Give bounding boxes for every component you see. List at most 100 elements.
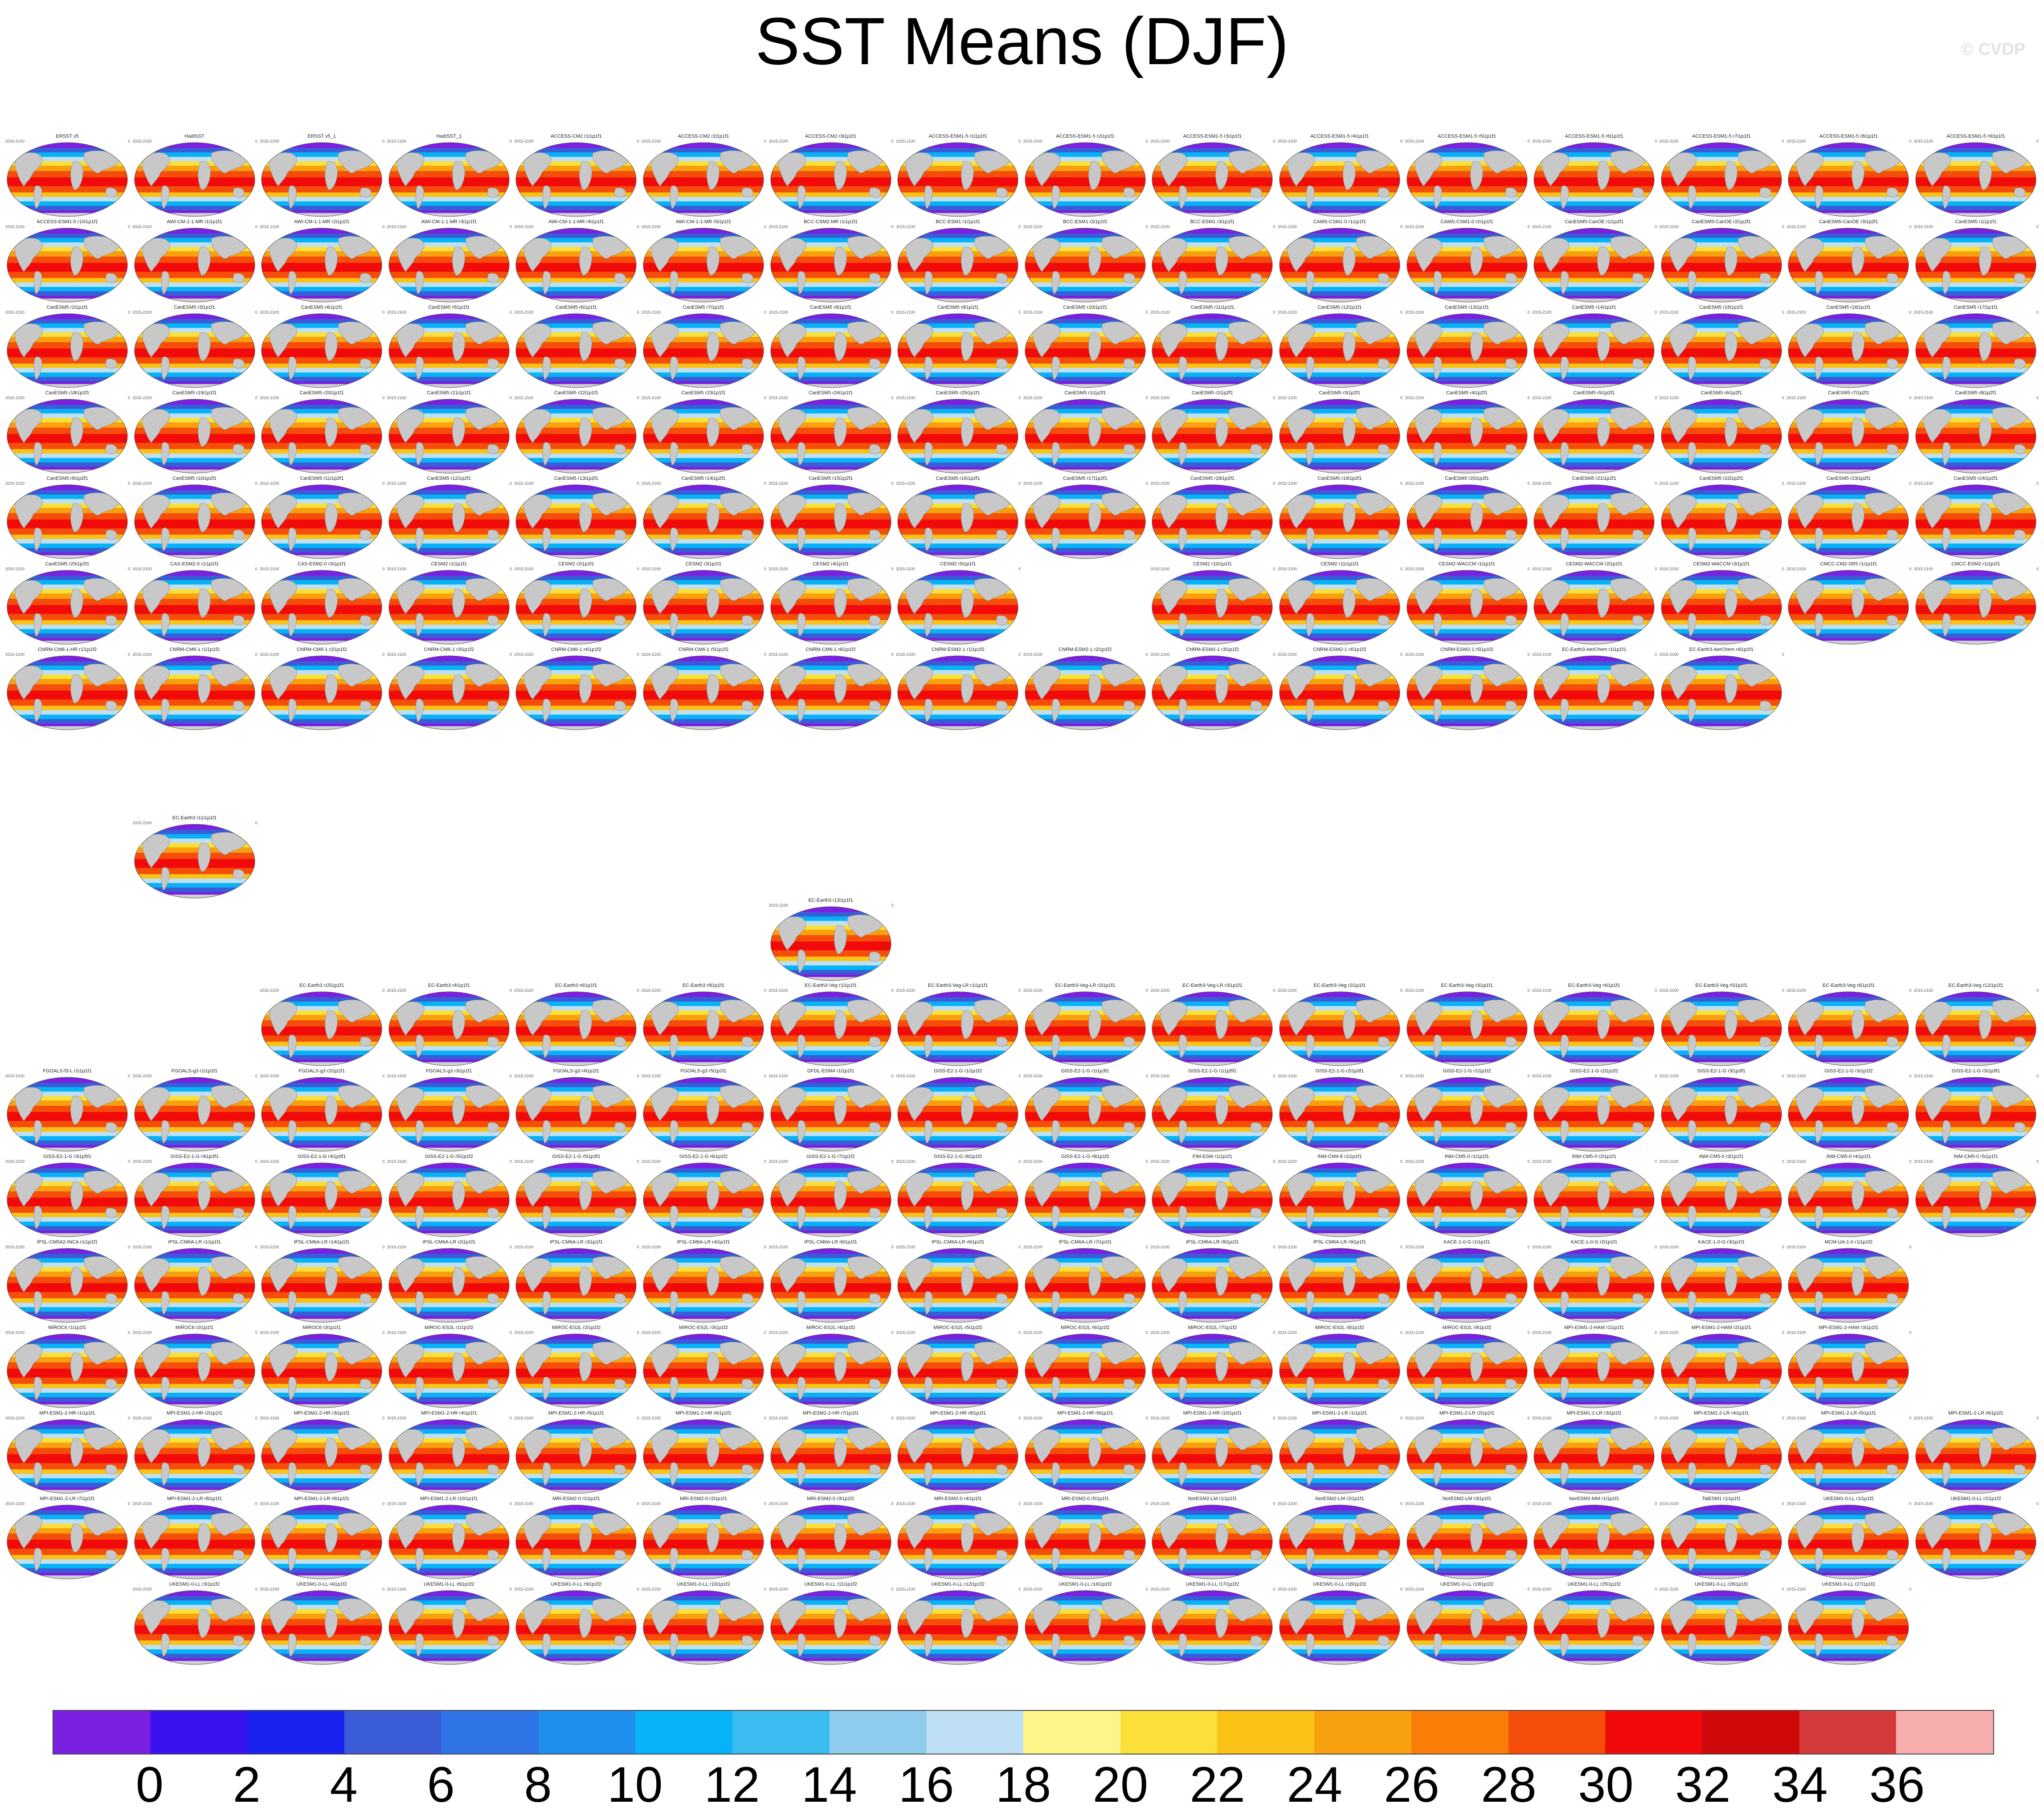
panel-years: 2015-2100 bbox=[1659, 1416, 1679, 1420]
colorbar-tick-label: 16 bbox=[898, 1757, 954, 1812]
panel-years: 2015-2100 bbox=[769, 652, 788, 657]
sst-map bbox=[388, 570, 510, 645]
panel-years: 2015-2100 bbox=[769, 1416, 788, 1420]
sst-map-panel: CanESM5 r18i1p2f1 2015-2100 0 bbox=[1149, 476, 1276, 560]
sst-map bbox=[643, 1077, 764, 1152]
sst-map-panel: ACCESS-CM2 r1i1p1f1 2015-2100 0 bbox=[512, 134, 640, 218]
panel-years: 2015-2100 bbox=[642, 652, 661, 657]
panel-title: UKESM1-0-LL r27i1p1f2 bbox=[1822, 1582, 1876, 1587]
sst-map-panel: ACCESS-ESM1-5 r2i1p1f1 2015-2100 0 bbox=[1022, 134, 1149, 218]
sst-map bbox=[261, 484, 382, 559]
sst-map bbox=[261, 1590, 382, 1665]
panel-title: CESM2 r5i1p1f1 bbox=[940, 561, 976, 567]
sst-map bbox=[134, 313, 255, 388]
panel-value: 0 bbox=[509, 1074, 512, 1078]
panel-years: 2015-2100 bbox=[514, 481, 534, 486]
panel-years: 2015-2100 bbox=[260, 1074, 279, 1078]
panel-value: 0 bbox=[127, 567, 130, 571]
panel-years: 2015-2100 bbox=[5, 225, 25, 229]
panel-value: 0 bbox=[1400, 652, 1402, 657]
panel-value: 0 bbox=[637, 1501, 639, 1506]
panel-years: 2015-2100 bbox=[1278, 225, 1297, 229]
sst-map-panel: CAMS-CSM1-0 r2i1p1f1 2015-2100 0 bbox=[1403, 219, 1531, 304]
panel-value: 0 bbox=[764, 396, 766, 400]
panel-value: 0 bbox=[509, 310, 512, 315]
panel-title: MIROC6 r2i1p1f1 bbox=[175, 1325, 214, 1330]
panel-value: 0 bbox=[1655, 567, 1657, 571]
sst-map bbox=[1406, 399, 1528, 474]
panel-value: 0 bbox=[1400, 1159, 1402, 1164]
sst-map-panel: CanESM5 r4i1p1f1 2015-2100 0 bbox=[258, 305, 385, 389]
sst-map bbox=[770, 1419, 891, 1494]
sst-map-panel: CNRM-CM6-1 r4i1p1f2 2015-2100 0 bbox=[512, 647, 640, 732]
panel-title: MPI-ESM1-2-LR r4i1p1f1 bbox=[1694, 1411, 1749, 1416]
sst-map bbox=[261, 1248, 382, 1323]
sst-map-panel: CESM2-WACCM r2i1p1f1 2015-2100 0 bbox=[1530, 561, 1658, 646]
panel-years: 2015-2100 bbox=[1532, 481, 1552, 486]
panel-title: CanESM5 r10i1p2f1 bbox=[172, 476, 217, 481]
panel-value: 0 bbox=[1400, 1074, 1402, 1078]
sst-map-panel: MIROC6 r1i1p1f1 2015-2100 0 bbox=[4, 1325, 131, 1410]
panel-value: 0 bbox=[255, 481, 258, 486]
panel-years: 2015-2100 bbox=[1532, 225, 1552, 229]
panel-title: GISS-E2-1-G r6i1p1f2 bbox=[679, 1154, 728, 1159]
panel-years: 2015-2100 bbox=[260, 988, 279, 993]
panel-title: MPI-ESM1-2-LR r7i1p1f1 bbox=[40, 1496, 95, 1501]
panel-years: 2015-2100 bbox=[1023, 396, 1042, 400]
panel-title: CanESM5 r10i1p1f1 bbox=[1063, 305, 1108, 310]
panel-years: 2015-2100 bbox=[1405, 310, 1424, 315]
sst-map-panel: CanESM5 r19i1p1f1 2015-2100 0 bbox=[131, 390, 258, 475]
sst-map bbox=[643, 1419, 764, 1494]
sst-map-panel: INM-CM5-0 r2i1p1f1 2015-2100 0 bbox=[1530, 1154, 1658, 1239]
panel-years: 2015-2100 bbox=[132, 1416, 152, 1420]
panel-years: 2015-2100 bbox=[260, 396, 279, 400]
sst-map-panel: MPI-ESM1-2-HR r8i1p1f1 2015-2100 0 bbox=[894, 1411, 1022, 1495]
sst-map bbox=[134, 228, 255, 303]
sst-map-panel: ACCESS-ESM1-5 r10i1p1f1 2015-2100 0 bbox=[4, 219, 131, 304]
panel-value: 0 bbox=[637, 481, 639, 486]
sst-map-panel: MIROC-ES2L r2i1p1f2 2015-2100 0 bbox=[512, 1325, 640, 1410]
panel-title: ACCESS-ESM1-5 r9i1p1f1 bbox=[1946, 134, 2005, 139]
panel-years: 2015-2100 bbox=[1405, 1330, 1424, 1335]
panel-title: MIROC6 r1i1p1f1 bbox=[48, 1325, 86, 1330]
sst-map bbox=[261, 1505, 382, 1579]
panel-years: 2015-2100 bbox=[1405, 1245, 1424, 1249]
colorbar-labels: 0 2 4 6 8 10 12 14 16 18 20 22 24 26 28 30 32 34 36 bbox=[53, 1760, 1994, 1813]
panel-title: MRI-ESM2-0 r5i1p1f1 bbox=[1061, 1496, 1109, 1501]
sst-map-panel: CNRM-CM6-1 r1i1p1f2 2015-2100 0 bbox=[131, 647, 258, 732]
sst-map bbox=[1025, 1419, 1146, 1494]
panel-years: 2015-2100 bbox=[1278, 1330, 1297, 1335]
panel-title: CanESM5-CanOE r2i1p2f1 bbox=[1692, 219, 1751, 225]
panel-value: 0 bbox=[637, 1416, 639, 1420]
panel-value: 0 bbox=[1782, 988, 1784, 993]
panel-title: CanESM5 r9i1p2f1 bbox=[46, 476, 88, 481]
panel-value: 0 bbox=[509, 652, 512, 657]
sst-map-panel: MIROC6 r2i1p1f1 2015-2100 0 bbox=[131, 1325, 258, 1410]
panel-title: MIROC-ES2L r8i1p1f2 bbox=[1315, 1325, 1364, 1330]
sst-map-panel: CanESM5 r17i1p2f1 2015-2100 0 bbox=[1022, 476, 1149, 560]
panel-title: MIROC-ES2L r9i1p1f2 bbox=[1442, 1325, 1492, 1330]
panel-title: IPSL-CM6A-LR r4i1p1f1 bbox=[677, 1239, 730, 1245]
panel-value: 0 bbox=[1527, 567, 1530, 571]
panel-value: 0 bbox=[891, 903, 894, 908]
panel-title: TaiESM1 r1i1p1f1 bbox=[1702, 1496, 1741, 1501]
sst-map-panel: CanESM5 r7i1p2f1 2015-2100 0 bbox=[1785, 390, 1912, 475]
panel-value: 0 bbox=[891, 652, 894, 657]
sst-map-panel: MPI-ESM1-2-HR r3i1p1f1 2015-2100 0 bbox=[258, 1411, 385, 1495]
sst-map-panel: IPSL-CM6A-LR r8i1p1f1 2015-2100 0 bbox=[1149, 1239, 1276, 1324]
panel-value: 0 bbox=[1145, 652, 1148, 657]
colorbar-tick-label: 20 bbox=[1092, 1757, 1149, 1812]
sst-map bbox=[388, 1419, 510, 1494]
sst-map-panel: MIROC-ES2L r9i1p1f2 2015-2100 0 bbox=[1403, 1325, 1531, 1410]
panel-title: CanESM5 r12i1p1f1 bbox=[1317, 305, 1362, 310]
sst-map bbox=[770, 1077, 891, 1152]
panel-value: 0 bbox=[1273, 988, 1275, 993]
sst-map-panel: CanESM5 r22i1p2f1 2015-2100 0 bbox=[1658, 476, 1785, 560]
sst-map bbox=[388, 1077, 510, 1152]
panel-value: 0 bbox=[764, 652, 766, 657]
sst-map-panel: CanESM5 r1i1p2f1 2015-2100 0 bbox=[1022, 390, 1149, 475]
panel-years: 2015-2100 bbox=[132, 310, 152, 315]
panel-title: ACCESS-ESM1-5 r1i1p1f1 bbox=[928, 134, 987, 139]
sst-map-panel: CAS-ESM2-0 r1i1p1f1 2015-2100 0 bbox=[131, 561, 258, 646]
panel-years: 2015-2100 bbox=[896, 139, 916, 143]
